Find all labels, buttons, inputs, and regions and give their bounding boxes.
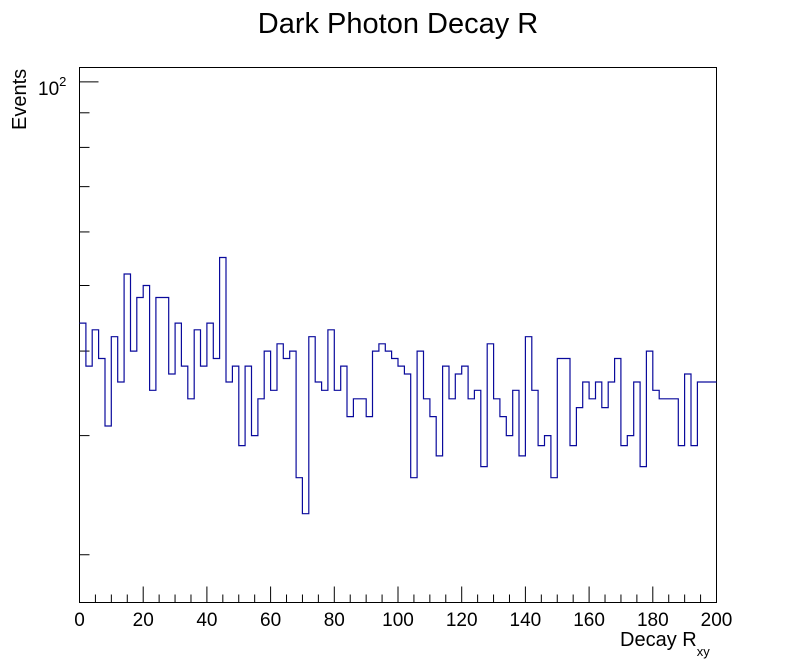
x-tick-label: 200 <box>701 610 733 631</box>
x-axis-ticks <box>79 586 717 603</box>
x-tick-label: 0 <box>74 610 85 631</box>
x-tick-label: 80 <box>324 610 345 631</box>
chart-title: Dark Photon Decay R <box>258 8 538 40</box>
x-tick-label: 60 <box>260 610 281 631</box>
x-tick-label: 120 <box>446 610 478 631</box>
x-tick-label: 160 <box>573 610 605 631</box>
histogram-series-line <box>79 256 717 515</box>
x-axis-tick-labels: 0 20 40 60 80 100 120 140 160 180 200 <box>74 610 732 631</box>
x-tick-label: 100 <box>382 610 414 631</box>
y-tick-label-100: 102 <box>38 74 66 100</box>
x-axis-label: Decay Rxy <box>620 629 710 659</box>
y-axis-ticks <box>79 81 99 556</box>
x-tick-label: 20 <box>133 610 154 631</box>
x-tick-label: 40 <box>196 610 217 631</box>
x-tick-label: 140 <box>510 610 542 631</box>
y-axis-label: Events <box>9 69 31 130</box>
x-tick-label: 180 <box>637 610 669 631</box>
